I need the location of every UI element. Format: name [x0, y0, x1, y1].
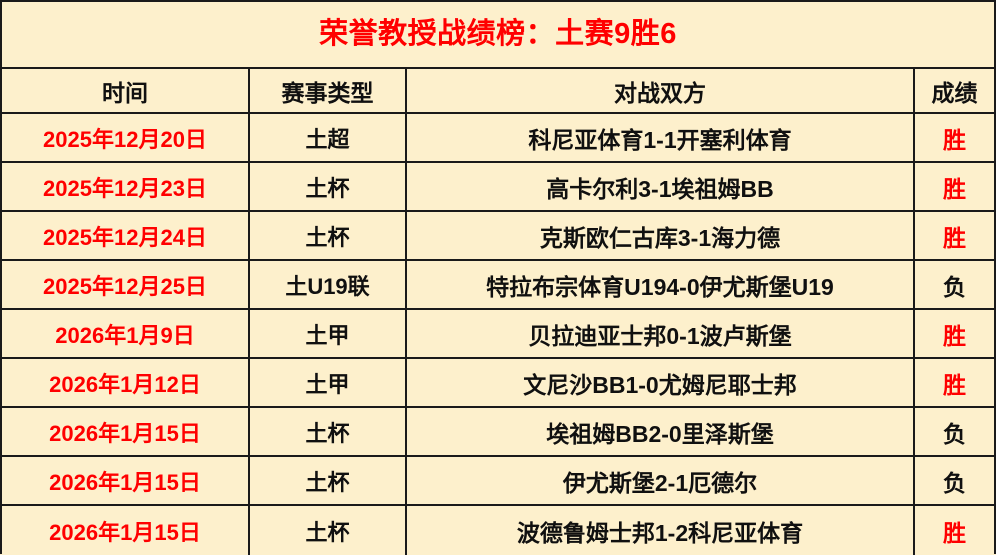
competition-type-value: 土杯 [305, 224, 350, 250]
cell-competition-type: 土杯 [250, 408, 407, 455]
cell-matchup: 贝拉迪亚士邦0-1波卢斯堡 [407, 310, 915, 357]
table-header-row: 时间 赛事类型 对战双方 成绩 [2, 69, 994, 114]
table-row: 2025年12月20日 土超 科尼亚体育1-1开塞利体育 胜 [2, 114, 994, 163]
result-value: 负 [943, 273, 966, 300]
date-value: 2026年1月15日 [49, 420, 201, 446]
date-value: 2025年12月25日 [43, 273, 207, 299]
date-value: 2026年1月12日 [49, 371, 201, 397]
cell-matchup: 克斯欧仁古库3-1海力德 [407, 212, 915, 259]
date-value: 2026年1月15日 [49, 519, 201, 545]
cell-matchup: 伊尤斯堡2-1厄德尔 [407, 457, 915, 504]
matchup-value: 特拉布宗体育U194-0伊尤斯堡U19 [486, 273, 834, 300]
cell-competition-type: 土甲 [250, 359, 407, 406]
cell-date: 2026年1月9日 [2, 310, 250, 357]
cell-date: 2026年1月15日 [2, 408, 250, 455]
result-value: 负 [943, 469, 966, 496]
competition-type-value: 土杯 [305, 469, 350, 495]
cell-matchup: 波德鲁姆士邦1-2科尼亚体育 [407, 506, 915, 555]
cell-date: 2025年12月23日 [2, 163, 250, 210]
cell-competition-type: 土杯 [250, 457, 407, 504]
cell-result: 负 [915, 408, 994, 455]
result-value: 胜 [943, 519, 966, 546]
cell-competition-type: 土杯 [250, 212, 407, 259]
cell-date: 2025年12月20日 [2, 114, 250, 161]
competition-type-value: 土杯 [305, 519, 350, 545]
date-value: 2025年12月24日 [43, 224, 207, 250]
table-row: 2026年1月12日 土甲 文尼沙BB1-0尤姆尼耶士邦 胜 [2, 359, 994, 408]
cell-competition-type: 土杯 [250, 506, 407, 555]
result-value: 胜 [943, 175, 966, 202]
date-value: 2025年12月20日 [43, 126, 207, 152]
cell-result: 胜 [915, 114, 994, 161]
date-value: 2026年1月15日 [49, 469, 201, 495]
result-value: 胜 [943, 322, 966, 349]
competition-type-value: 土甲 [305, 371, 350, 397]
cell-result: 负 [915, 457, 994, 504]
result-value: 胜 [943, 224, 966, 251]
cell-matchup: 高卡尔利3-1埃祖姆BB [407, 163, 915, 210]
result-value: 负 [943, 420, 966, 447]
results-table: 时间 赛事类型 对战双方 成绩 2025年12月20日 土超 科尼亚体育1-1开… [2, 69, 994, 555]
result-value: 胜 [943, 371, 966, 398]
table-row: 2025年12月24日 土杯 克斯欧仁古库3-1海力德 胜 [2, 212, 994, 261]
date-value: 2026年1月9日 [55, 322, 195, 348]
matchup-value: 贝拉迪亚士邦0-1波卢斯堡 [528, 322, 792, 349]
column-header-matchup: 对战双方 [407, 69, 915, 112]
cell-competition-type: 土甲 [250, 310, 407, 357]
cell-date: 2026年1月15日 [2, 457, 250, 504]
matchup-value: 伊尤斯堡2-1厄德尔 [562, 469, 758, 496]
cell-date: 2026年1月12日 [2, 359, 250, 406]
competition-type-value: 土U19联 [285, 273, 370, 299]
page-title: 荣誉教授战绩榜：土赛9胜6 [319, 18, 677, 50]
cell-matchup: 科尼亚体育1-1开塞利体育 [407, 114, 915, 161]
table-row: 2026年1月9日 土甲 贝拉迪亚士邦0-1波卢斯堡 胜 [2, 310, 994, 359]
date-value: 2025年12月23日 [43, 175, 207, 201]
table-row: 2026年1月15日 土杯 埃祖姆BB2-0里泽斯堡 负 [2, 408, 994, 457]
matchup-value: 高卡尔利3-1埃祖姆BB [546, 175, 774, 202]
cell-date: 2025年12月25日 [2, 261, 250, 308]
competition-type-value: 土杯 [305, 420, 350, 446]
competition-type-value: 土超 [305, 126, 350, 152]
table-row: 2026年1月15日 土杯 波德鲁姆士邦1-2科尼亚体育 胜 [2, 506, 994, 555]
matchup-value: 波德鲁姆士邦1-2科尼亚体育 [516, 519, 804, 546]
matchup-value: 科尼亚体育1-1开塞利体育 [528, 126, 792, 153]
cell-matchup: 文尼沙BB1-0尤姆尼耶士邦 [407, 359, 915, 406]
competition-type-value: 土杯 [305, 175, 350, 201]
matchup-value: 文尼沙BB1-0尤姆尼耶士邦 [523, 371, 797, 398]
cell-matchup: 埃祖姆BB2-0里泽斯堡 [407, 408, 915, 455]
cell-result: 胜 [915, 310, 994, 357]
cell-result: 负 [915, 261, 994, 308]
table-row: 2026年1月15日 土杯 伊尤斯堡2-1厄德尔 负 [2, 457, 994, 506]
cell-date: 2025年12月24日 [2, 212, 250, 259]
cell-competition-type: 土超 [250, 114, 407, 161]
column-header-competition-type: 赛事类型 [250, 69, 407, 112]
result-value: 胜 [943, 126, 966, 153]
cell-result: 胜 [915, 359, 994, 406]
cell-competition-type: 土杯 [250, 163, 407, 210]
competition-type-value: 土甲 [305, 322, 350, 348]
column-header-result: 成绩 [931, 79, 978, 106]
column-header-date: 时间 [2, 69, 250, 112]
cell-result: 胜 [915, 212, 994, 259]
matchup-value: 埃祖姆BB2-0里泽斯堡 [546, 420, 774, 447]
title-banner: 荣誉教授战绩榜：土赛9胜6 [2, 2, 994, 69]
cell-date: 2026年1月15日 [2, 506, 250, 555]
table-row: 2025年12月25日 土U19联 特拉布宗体育U194-0伊尤斯堡U19 负 [2, 261, 994, 310]
matchup-value: 克斯欧仁古库3-1海力德 [539, 224, 781, 251]
cell-result: 胜 [915, 506, 994, 555]
table-row: 2025年12月23日 土杯 高卡尔利3-1埃祖姆BB 胜 [2, 163, 994, 212]
cell-competition-type: 土U19联 [250, 261, 407, 308]
cell-result: 胜 [915, 163, 994, 210]
cell-matchup: 特拉布宗体育U194-0伊尤斯堡U19 [407, 261, 915, 308]
